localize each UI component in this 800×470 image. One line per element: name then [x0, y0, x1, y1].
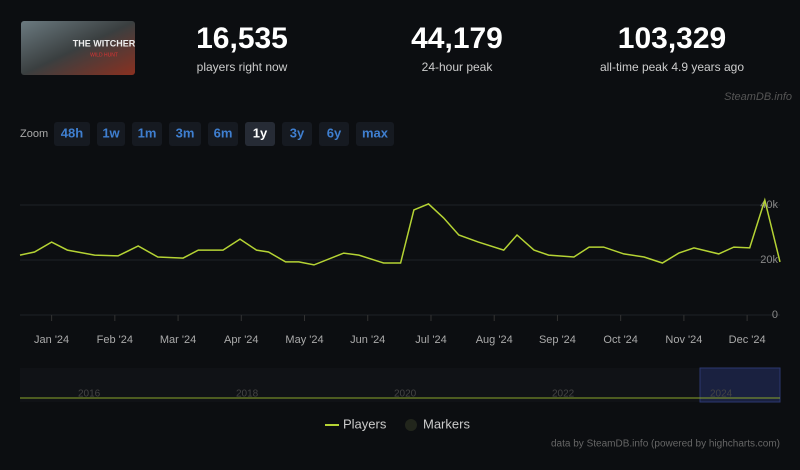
stat-value: 44,179 — [411, 22, 503, 55]
zoom-button-label: 48h — [61, 125, 83, 140]
zoom-button[interactable] — [169, 122, 201, 146]
navigator-window[interactable] — [699, 367, 781, 403]
zoom-button-label: max — [362, 125, 389, 140]
zoom-button[interactable] — [245, 122, 275, 146]
zoom-button-label: 3m — [176, 125, 195, 140]
zoom-button-label: 1m — [138, 125, 157, 140]
stat-value: 16,535 — [196, 22, 288, 55]
stat-label: players right now — [197, 60, 288, 74]
zoom-button[interactable] — [282, 122, 312, 146]
x-tick-label: Oct '24 — [603, 334, 638, 346]
navigator — [20, 368, 780, 402]
zoom-buttons: 48h 1w 1m 3m 6m 1y 3y 6y max — [54, 122, 394, 146]
zoom-button[interactable] — [319, 122, 349, 146]
navigator-label: 2022 — [552, 389, 575, 400]
legend-symbol — [405, 419, 417, 431]
stat-value: 103,329 — [618, 22, 726, 55]
x-tick-label: Dec '24 — [729, 334, 766, 346]
stat-label: 24-hour peak — [422, 60, 494, 74]
zoom-label: Zoom — [20, 128, 48, 140]
zoom-button[interactable] — [208, 122, 238, 146]
legend-label[interactable]: Markers — [423, 416, 470, 431]
zoom-button[interactable] — [356, 122, 394, 146]
x-tick-label: Jun '24 — [350, 334, 385, 346]
line-series — [19, 197, 781, 266]
x-tick-label: Nov '24 — [665, 334, 702, 346]
watermark: SteamDB.info — [724, 91, 792, 103]
legend-label[interactable]: Players — [343, 416, 387, 431]
navigator-label: 2018 — [236, 389, 259, 400]
zoom-button-label: 3y — [290, 125, 305, 140]
navigator-label: 2016 — [78, 389, 101, 400]
x-tick-label: Jul '24 — [415, 334, 446, 346]
x-tick-label: Mar '24 — [160, 334, 196, 346]
thumbnail-subtitle: WILD HUNT — [90, 52, 118, 58]
zoom-button[interactable] — [132, 122, 162, 146]
x-tick-label: May '24 — [285, 334, 323, 346]
thumbnail-title: THE WITCHER — [73, 38, 136, 48]
navigator-labels: 2016 2018 2020 2022 2024 — [78, 389, 733, 400]
x-tick-label: Jan '24 — [34, 334, 69, 346]
x-tick-label: Aug '24 — [476, 334, 513, 346]
y-tick-label: 20k — [760, 254, 778, 266]
zoom-button-label: 6y — [327, 125, 342, 140]
x-tick-label: Feb '24 — [97, 334, 133, 346]
zoom-button-label: 6m — [214, 125, 233, 140]
stat-label: all-time peak 4.9 years ago — [600, 60, 744, 74]
navigator-label: 2020 — [394, 389, 417, 400]
navigator-label: 2024 — [710, 389, 733, 400]
zoom-button[interactable] — [54, 122, 90, 146]
credit: data by SteamDB.info (powered by highcha… — [551, 439, 780, 450]
zoom-button[interactable] — [97, 122, 125, 146]
zoom-button-label: 1w — [102, 125, 120, 140]
y-tick-label: 0 — [772, 309, 778, 321]
x-tick-label: Apr '24 — [224, 334, 259, 346]
game-thumbnail[interactable] — [21, 21, 135, 75]
x-tick-label: Sep '24 — [539, 334, 576, 346]
zoom-button-label: 1y — [253, 125, 268, 140]
